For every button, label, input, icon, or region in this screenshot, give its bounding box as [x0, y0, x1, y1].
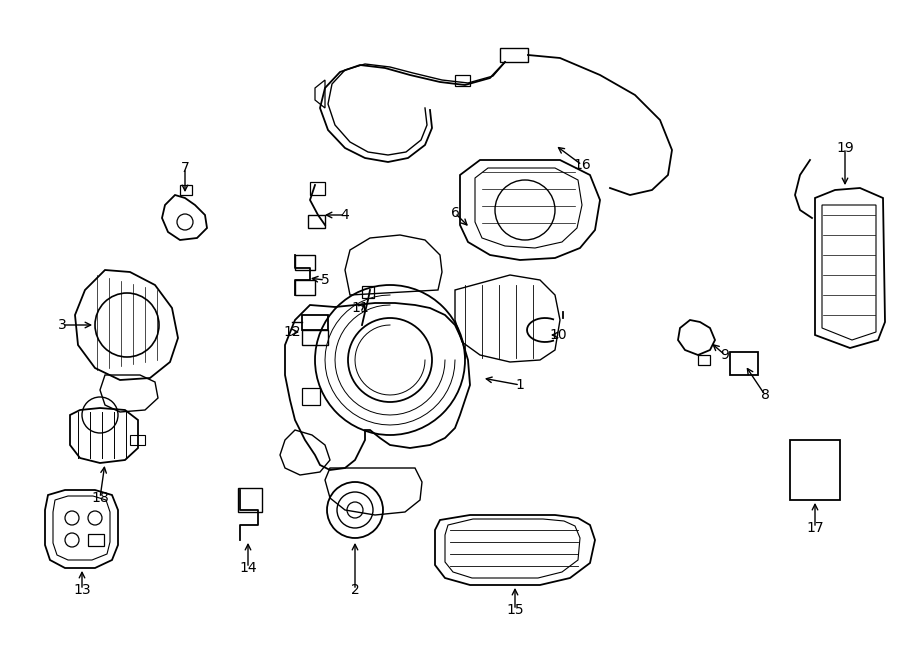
Text: 2: 2 [351, 583, 359, 597]
Text: 5: 5 [320, 273, 329, 287]
Text: 1: 1 [516, 378, 525, 392]
Text: 10: 10 [549, 328, 567, 342]
Text: 17: 17 [806, 521, 824, 535]
Text: 8: 8 [760, 388, 770, 402]
Text: 19: 19 [836, 141, 854, 155]
Text: 9: 9 [721, 348, 729, 362]
Text: 16: 16 [573, 158, 591, 172]
Text: 15: 15 [506, 603, 524, 617]
Text: 4: 4 [340, 208, 349, 222]
Text: 12: 12 [284, 325, 301, 339]
Text: 7: 7 [181, 161, 189, 175]
Text: 18: 18 [91, 491, 109, 505]
Text: 11: 11 [351, 301, 369, 315]
Text: 13: 13 [73, 583, 91, 597]
Text: 3: 3 [58, 318, 67, 332]
Text: 14: 14 [239, 561, 256, 575]
Text: 6: 6 [451, 206, 459, 220]
